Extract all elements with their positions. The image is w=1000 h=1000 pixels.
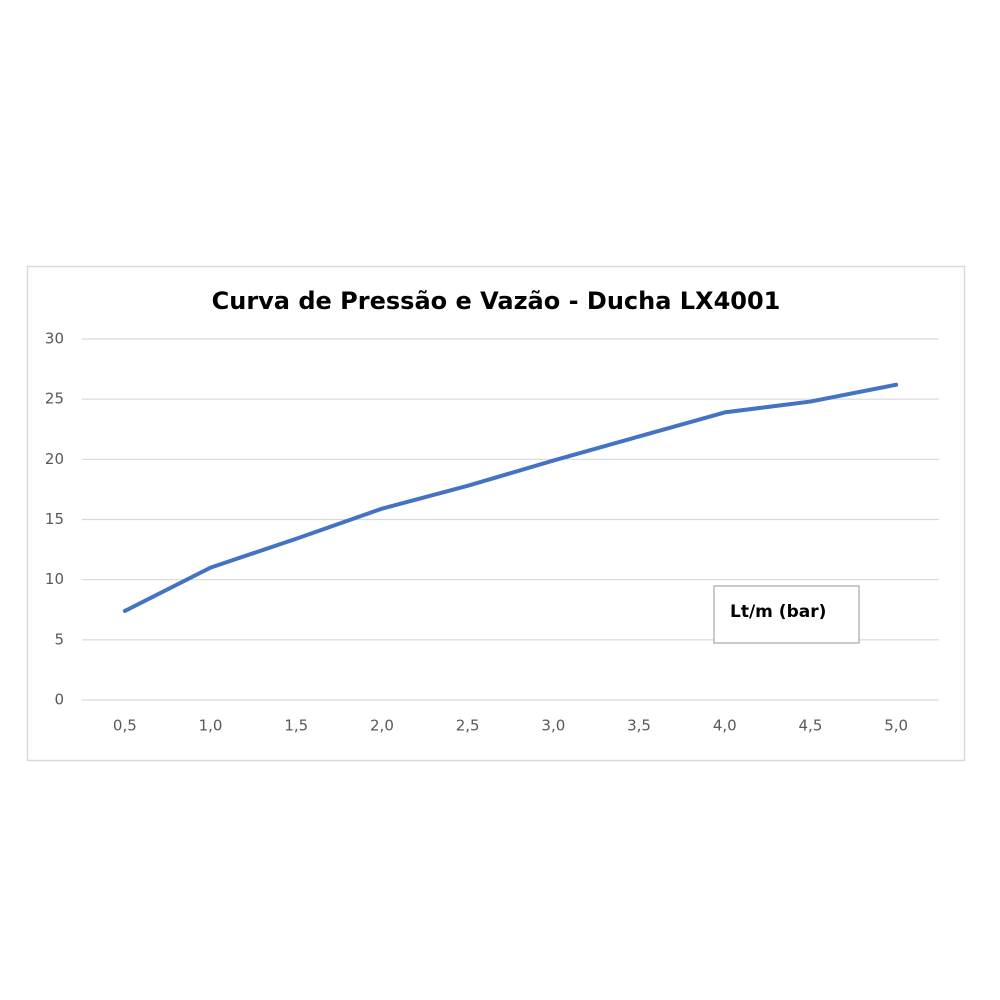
x-tick-label: 2,0 xyxy=(370,717,394,735)
legend-box xyxy=(713,585,860,644)
chart-frame xyxy=(26,265,966,762)
x-tick-label: 0,5 xyxy=(113,717,137,735)
x-tick-label: 4,5 xyxy=(799,717,823,735)
y-tick-label: 0 xyxy=(54,691,64,709)
y-tick-label: 25 xyxy=(45,390,64,408)
x-tick-label: 3,5 xyxy=(627,717,651,735)
y-tick-label: 5 xyxy=(54,630,64,648)
y-tick-label: 30 xyxy=(45,330,64,348)
y-tick-label: 10 xyxy=(45,570,64,588)
x-tick-label: 2,5 xyxy=(456,717,480,735)
x-tick-label: 1,0 xyxy=(199,717,223,735)
x-tick-label: 4,0 xyxy=(713,717,737,735)
line-series xyxy=(122,382,899,613)
x-tick-label: 3,0 xyxy=(541,717,565,735)
legend-label: Lt/m (bar) xyxy=(730,602,826,622)
chart-title: Curva de Pressão e Vazão - Ducha LX4001 xyxy=(212,287,781,315)
y-tick-label: 15 xyxy=(45,510,64,528)
x-tick-label: 5,0 xyxy=(884,717,908,735)
x-tick-label: 1,5 xyxy=(284,717,308,735)
y-tick-label: 20 xyxy=(45,450,64,468)
